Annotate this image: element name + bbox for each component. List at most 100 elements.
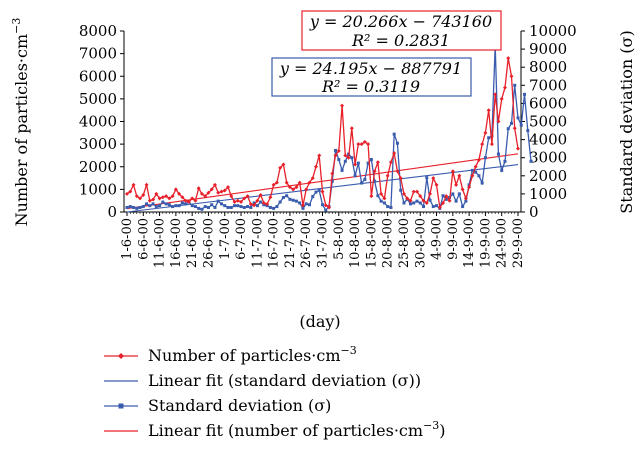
std-dev-point bbox=[190, 204, 194, 208]
std-dev-point bbox=[382, 201, 386, 205]
particles-point bbox=[242, 196, 247, 201]
std-dev-point bbox=[324, 208, 328, 212]
particles-point bbox=[141, 193, 146, 198]
std-dev-point bbox=[330, 179, 334, 183]
particles-point bbox=[356, 142, 361, 147]
x-tick-label: 16-6-00 bbox=[169, 218, 184, 268]
std-dev-point bbox=[223, 204, 227, 208]
x-tick-label: 19-9-00 bbox=[478, 218, 493, 268]
particles-point bbox=[154, 191, 159, 196]
std-dev-point bbox=[474, 170, 478, 174]
legend-label-main: Linear fit (standard deviation (σ)) bbox=[148, 371, 421, 390]
std-dev-point bbox=[513, 83, 517, 87]
particles-point bbox=[291, 187, 296, 192]
std-dev-point bbox=[246, 205, 250, 209]
particles-point bbox=[362, 139, 367, 144]
left-y-axis-title-main: Number of particles·cm bbox=[12, 34, 31, 227]
particles-point bbox=[261, 200, 266, 205]
std-dev-point bbox=[461, 205, 465, 209]
particles-point bbox=[434, 182, 439, 187]
std-dev-point bbox=[496, 152, 500, 156]
std-dev-point bbox=[132, 205, 136, 209]
x-tick-label: 14-9-00 bbox=[462, 218, 477, 268]
particles-point bbox=[222, 188, 227, 193]
particles-point bbox=[157, 196, 162, 201]
std-dev-point bbox=[154, 205, 158, 209]
particles-point bbox=[252, 203, 257, 208]
particles-point bbox=[300, 203, 305, 208]
particles-point bbox=[147, 198, 152, 203]
std-dev-point bbox=[128, 205, 132, 209]
std-dev-point bbox=[369, 158, 373, 162]
x-tick-label: 29-9-00 bbox=[511, 218, 526, 268]
left-y-tick-label: 4000 bbox=[79, 113, 117, 131]
right-y-axis-title: Standard deviation (σ) bbox=[617, 30, 636, 213]
std-dev-point bbox=[219, 202, 223, 206]
std-dev-point bbox=[255, 204, 259, 208]
std-dev-point bbox=[158, 204, 162, 208]
std-dev-point bbox=[415, 199, 419, 203]
legend-label: Standard deviation (σ) bbox=[148, 396, 331, 415]
particles-point bbox=[418, 194, 423, 199]
std-dev-point bbox=[454, 199, 458, 203]
std-dev-point bbox=[236, 204, 240, 208]
std-dev-point bbox=[399, 188, 403, 192]
std-dev-point bbox=[278, 200, 282, 204]
std-dev-point bbox=[470, 168, 474, 172]
particles-point bbox=[467, 185, 472, 190]
particles-point bbox=[372, 169, 377, 174]
std-dev-point bbox=[184, 202, 188, 206]
std-dev-point bbox=[487, 136, 491, 140]
particles-point bbox=[235, 198, 240, 203]
x-tick-label: 26-6-00 bbox=[201, 218, 216, 268]
particles-point bbox=[313, 164, 318, 169]
std-dev-point bbox=[340, 168, 344, 172]
std-dev-point bbox=[229, 205, 233, 209]
legend-label: Linear fit (standard deviation (σ)) bbox=[148, 371, 421, 390]
std-dev-point bbox=[395, 141, 399, 145]
legend-label-suffix: ) bbox=[439, 421, 445, 440]
std-dev-point bbox=[451, 192, 455, 196]
left-y-tick-label: 2000 bbox=[79, 158, 117, 176]
right-y-tick-label: 10000 bbox=[529, 22, 577, 40]
particles-point bbox=[408, 198, 413, 203]
legend-label-main: Linear fit (number of particles·cm bbox=[148, 421, 423, 440]
particles-point bbox=[287, 185, 292, 190]
particles-point bbox=[167, 196, 172, 201]
particles-point bbox=[388, 160, 393, 165]
particles-point bbox=[375, 160, 380, 165]
particles-point bbox=[414, 189, 419, 194]
legend-label-sup: −3 bbox=[341, 344, 357, 357]
std-dev-point bbox=[226, 205, 230, 209]
particles-point bbox=[193, 198, 198, 203]
left-y-tick-label: 6000 bbox=[79, 67, 117, 85]
x-tick-label: 1-7-00 bbox=[218, 218, 233, 260]
legend-square-marker bbox=[118, 403, 124, 409]
std-dev-point bbox=[174, 204, 178, 208]
x-tick-label: 6-7-00 bbox=[234, 218, 249, 260]
std-dev-point bbox=[483, 156, 487, 160]
legend-diamond-marker bbox=[118, 353, 124, 359]
particles-point bbox=[336, 148, 341, 153]
particles-point bbox=[304, 187, 309, 192]
left-y-tick-label: 8000 bbox=[79, 22, 117, 40]
x-tick-label: 4-9-00 bbox=[430, 218, 445, 260]
std-dev-point bbox=[171, 205, 175, 209]
particles-point bbox=[369, 194, 374, 199]
std-dev-point bbox=[206, 205, 210, 209]
particles-point bbox=[366, 142, 371, 147]
legend-label-sup: −3 bbox=[423, 419, 439, 432]
x-tick-label: 11-6-00 bbox=[153, 218, 168, 268]
particles-point bbox=[506, 56, 511, 61]
particles-point bbox=[346, 155, 351, 160]
std-dev-point bbox=[392, 132, 396, 136]
x-tick-label: 6-6-00 bbox=[136, 218, 151, 260]
std-dev-point bbox=[288, 197, 292, 201]
right-y-tick-label: 4000 bbox=[529, 131, 567, 149]
std-dev-point bbox=[268, 205, 272, 209]
x-tick-label: 31-7-00 bbox=[316, 218, 331, 268]
particles-point bbox=[307, 180, 312, 185]
x-tick-label: 21-6-00 bbox=[185, 218, 200, 268]
particles-point bbox=[209, 187, 214, 192]
std-dev-point bbox=[291, 198, 295, 202]
